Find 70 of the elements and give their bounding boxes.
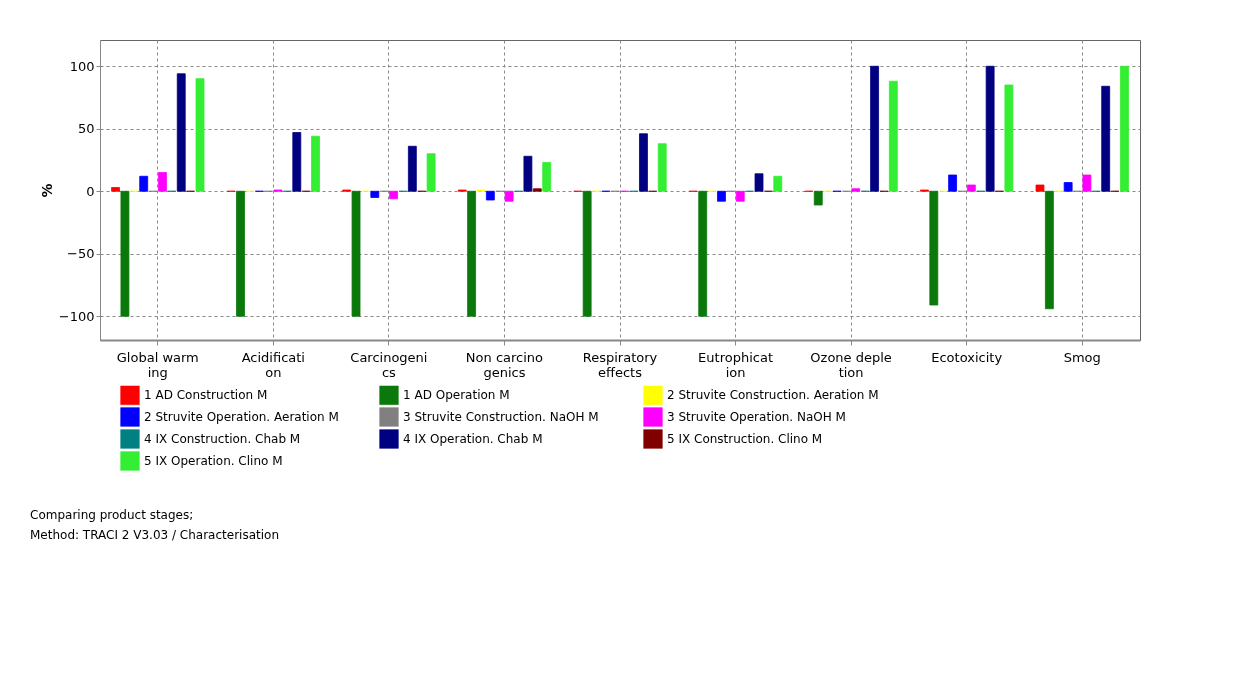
legend-label: 3 Struvite Construction. NaOH M (403, 410, 599, 424)
bar (292, 132, 302, 192)
bar (929, 190, 939, 306)
bar (504, 190, 514, 202)
bar (139, 175, 149, 192)
bar (1101, 85, 1111, 192)
bar (754, 173, 764, 192)
bar (1044, 190, 1054, 310)
bar (639, 133, 648, 192)
y-tick-label: 0 (86, 183, 95, 199)
bar (407, 145, 417, 192)
legend-label: 5 IX Construction. Clino M (667, 432, 823, 446)
bar (717, 190, 726, 202)
bar (870, 65, 879, 192)
bar (370, 190, 380, 198)
x-tick-label: Smog (1063, 349, 1101, 365)
bar (111, 187, 120, 192)
bar (532, 188, 542, 192)
bar (1004, 84, 1014, 192)
y-tick-label: −100 (58, 308, 95, 324)
legend-label: 4 IX Operation. Chab M (403, 432, 543, 446)
bar (195, 78, 205, 192)
bar (158, 172, 167, 192)
bar (851, 188, 861, 192)
x-tick-label: Global warming (116, 349, 199, 380)
text: Comparing product stages; (30, 508, 194, 522)
bar (735, 190, 745, 202)
bar (389, 190, 398, 200)
bar (120, 190, 130, 317)
x-tick-label: Ozone depletion (810, 349, 892, 380)
bar (888, 80, 898, 192)
bar (948, 174, 957, 192)
bar (582, 190, 592, 317)
bar (523, 155, 533, 192)
legend-label: 4 IX Construction. Chab M (144, 432, 301, 446)
x-tick-label: Carcinogenics (350, 349, 428, 380)
legend-label: 1 AD Construction M (144, 388, 268, 403)
bar (1120, 65, 1129, 192)
legend-label: 1 AD Operation M (403, 388, 510, 403)
y-tick-label: −50 (67, 246, 95, 262)
legend-label: 2 Struvite Construction. Aeration M (667, 388, 879, 403)
bar (966, 184, 976, 192)
bar (813, 190, 823, 206)
bar (311, 135, 320, 192)
y-tick-label: 50 (77, 121, 95, 137)
y-axis-title: % (38, 183, 55, 198)
bar (1035, 184, 1045, 192)
x-tick-label: Respiratory effects (582, 349, 658, 380)
bar (1063, 182, 1073, 192)
bar (657, 143, 667, 192)
bar (467, 190, 476, 317)
bar (1082, 174, 1092, 192)
bar (485, 190, 495, 201)
bar (351, 190, 361, 317)
legend-label: 2 Struvite Operation. Aeration M (144, 410, 339, 424)
bar (698, 190, 708, 317)
x-tick-label: Acidification (241, 349, 305, 380)
legend-label: 3 Struvite Operation. NaOH M (667, 410, 846, 424)
bar (176, 73, 186, 192)
bar (542, 162, 552, 192)
x-tick-label: Ecotoxicity (931, 349, 1003, 365)
legend-label: 5 IX Operation. Clino M (144, 454, 283, 468)
y-tick-label: 100 (69, 58, 95, 74)
bar (985, 65, 995, 192)
bar (426, 153, 436, 192)
bar (773, 175, 783, 192)
bar (236, 190, 245, 317)
x-tick-label: Eutrophication (698, 349, 773, 380)
x-tick-label: Non carcinogenics (465, 349, 544, 380)
text: Method: TRACI 2 V3.03 / Characterisation (30, 528, 279, 542)
